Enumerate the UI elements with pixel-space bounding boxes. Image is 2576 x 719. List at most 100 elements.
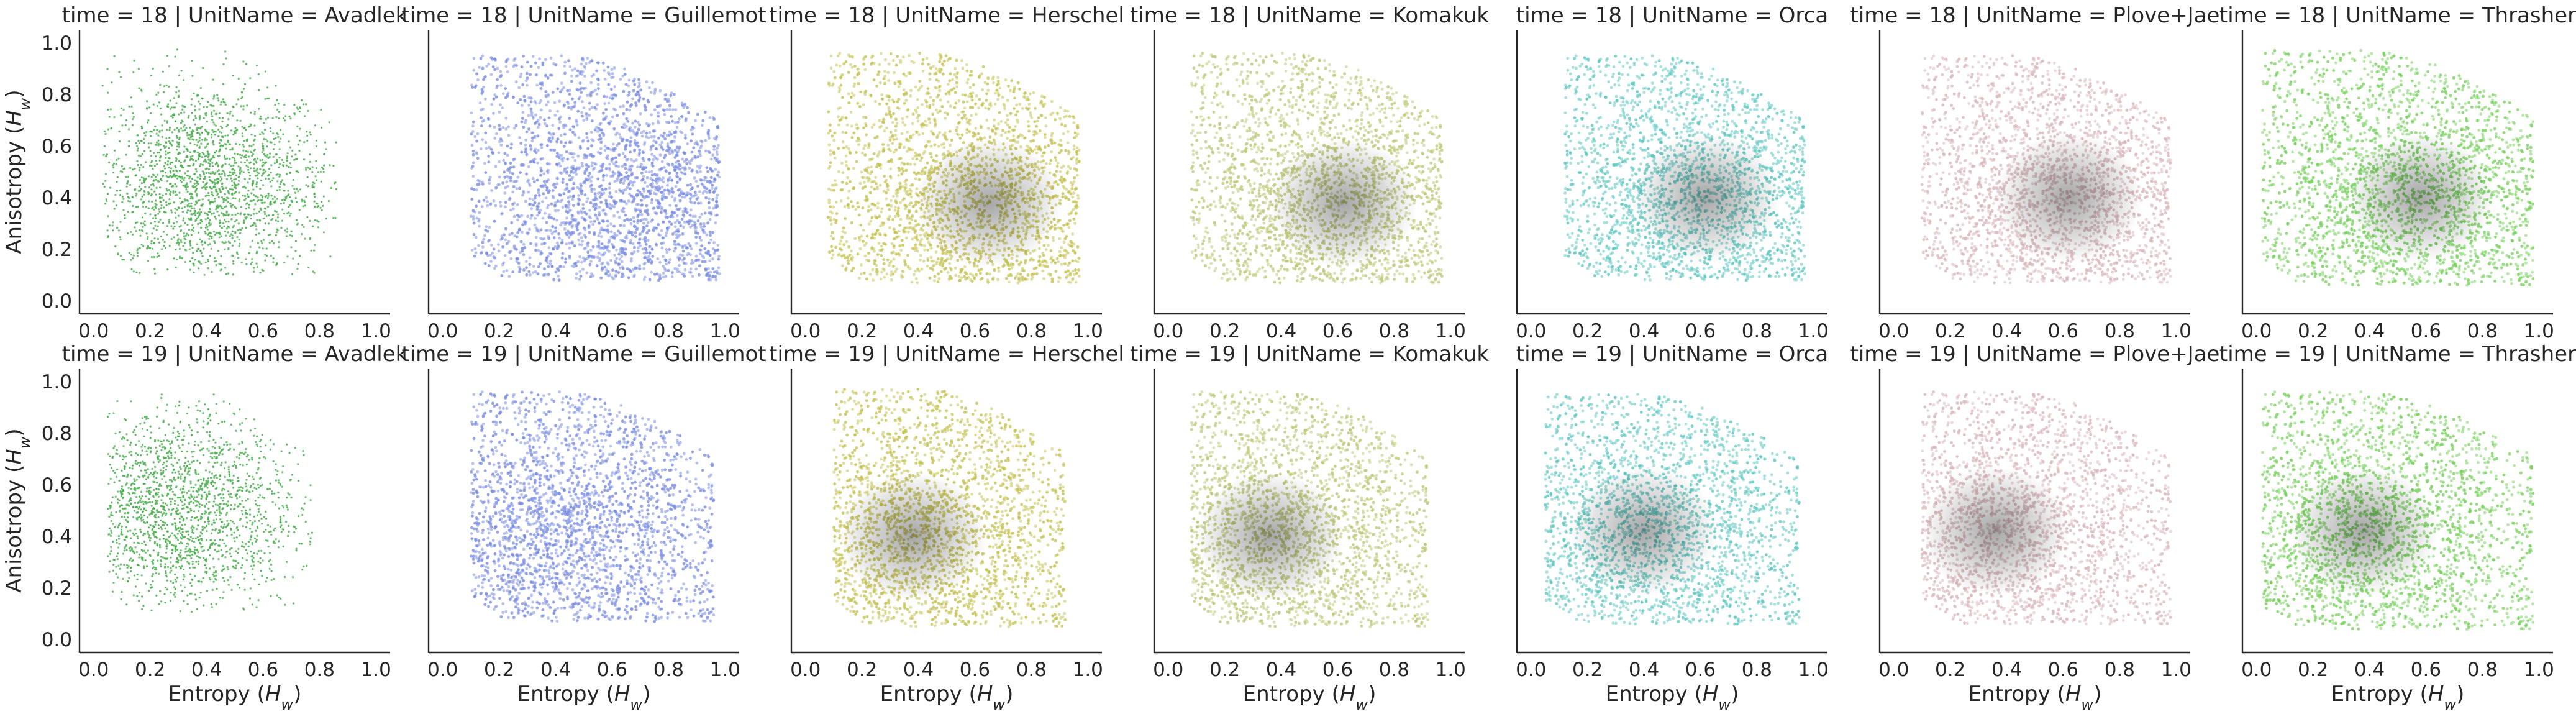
scatter-point (245, 150, 247, 153)
scatter-point (194, 219, 197, 222)
scatter-point (579, 147, 582, 150)
scatter-point (602, 253, 605, 257)
scatter-point (158, 159, 161, 162)
scatter-point (561, 159, 565, 163)
scatter-point (137, 147, 140, 150)
scatter-point (232, 106, 235, 109)
scatter-point (194, 114, 197, 117)
scatter-point (580, 111, 583, 114)
scatter-point (617, 271, 621, 274)
scatter-point (483, 234, 486, 237)
scatter-point (186, 185, 189, 188)
scatter-point (152, 247, 154, 250)
scatter-point (211, 170, 214, 173)
scatter-point (618, 132, 621, 136)
scatter-point (534, 236, 538, 239)
scatter-point (699, 252, 702, 255)
scatter-point (471, 209, 475, 213)
scatter-point (245, 216, 248, 218)
scatter-point (104, 180, 107, 182)
scatter-point (214, 198, 216, 200)
scatter-point (316, 219, 319, 222)
scatter-point (210, 113, 212, 116)
scatter-point (250, 145, 253, 148)
scatter-point (275, 210, 278, 213)
scatter-point (484, 131, 488, 135)
scatter-point (234, 183, 236, 185)
scatter-point (563, 103, 566, 107)
scatter-point (215, 264, 217, 267)
scatter-point (642, 129, 645, 133)
scatter-point (150, 222, 152, 224)
scatter-point (198, 108, 201, 111)
scatter-point (317, 171, 319, 173)
scatter-point (517, 228, 521, 232)
scatter-point (316, 203, 319, 205)
scatter-point (557, 209, 560, 212)
scatter-point (570, 213, 574, 217)
scatter-point (281, 208, 284, 211)
scatter-point (190, 202, 193, 204)
scatter-point (145, 206, 148, 208)
scatter-point (545, 261, 549, 264)
scatter-point (684, 136, 687, 140)
scatter-point (166, 233, 168, 236)
scatter-point (224, 103, 227, 106)
scatter-point (608, 73, 611, 76)
scatter-point (247, 213, 250, 216)
scatter-point (134, 175, 137, 177)
scatter-point (275, 116, 278, 118)
scatter-point (496, 66, 499, 70)
scatter-point (150, 176, 153, 178)
scatter-point (230, 177, 232, 180)
scatter-point (570, 108, 573, 111)
scatter-point (237, 165, 240, 168)
scatter-point (596, 130, 599, 133)
scatter-point (218, 117, 221, 119)
scatter-point (273, 137, 275, 140)
scatter-point (151, 232, 153, 235)
scatter-point (707, 278, 711, 282)
scatter-point (236, 153, 239, 155)
scatter-point (191, 138, 194, 140)
scatter-point (203, 273, 206, 276)
scatter-point (165, 137, 168, 140)
scatter-point (576, 69, 580, 73)
scatter-point (499, 103, 502, 107)
scatter-point (166, 180, 169, 183)
scatter-point (168, 126, 171, 129)
scatter-point (596, 255, 599, 259)
scatter-point (474, 84, 478, 88)
scatter-point (578, 243, 581, 247)
scatter-point (150, 256, 153, 259)
scatter-point (296, 106, 299, 109)
scatter-point (630, 103, 634, 106)
scatter-point (303, 226, 305, 228)
scatter-point (507, 275, 511, 278)
scatter-point (690, 139, 693, 143)
scatter-point (183, 160, 186, 163)
scatter-point (611, 75, 615, 79)
scatter-point (270, 254, 273, 257)
scatter-point (234, 172, 236, 174)
scatter-point (243, 161, 246, 164)
scatter-point (485, 147, 488, 150)
scatter-point (121, 259, 124, 261)
scatter-point (259, 168, 262, 170)
scatter-point (145, 131, 148, 134)
scatter-point (194, 214, 197, 216)
scatter-point (306, 139, 309, 142)
scatter-point (177, 214, 180, 217)
scatter-point (254, 203, 257, 206)
scatter-point (693, 142, 697, 145)
scatter-point (142, 222, 145, 225)
scatter-point (225, 211, 228, 214)
scatter-point (500, 139, 504, 143)
scatter-point (303, 115, 306, 117)
scatter-point (240, 206, 243, 208)
scatter-point (275, 85, 277, 87)
scatter-point (708, 259, 711, 263)
scatter-point (217, 169, 220, 172)
scatter-point (691, 126, 694, 129)
scatter-point (112, 164, 114, 167)
